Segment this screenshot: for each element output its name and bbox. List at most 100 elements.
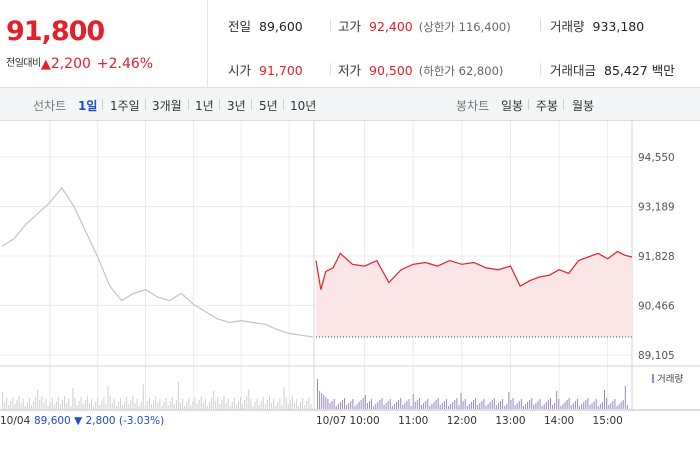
period-1d-button[interactable]: 1일	[78, 99, 98, 113]
volume-bar	[59, 404, 61, 409]
candle-weekly-button[interactable]: 주봉	[536, 99, 559, 113]
volume-bar	[204, 399, 206, 409]
volume-bar	[506, 404, 508, 409]
stat-label: 저가	[338, 63, 362, 78]
volume-bar	[529, 400, 531, 409]
volume-bar	[51, 398, 53, 409]
candle-monthly-button[interactable]: 월봉	[572, 99, 595, 113]
volume-bar	[260, 401, 262, 409]
volume-bar	[10, 401, 12, 409]
volume-bar	[510, 400, 512, 409]
volume-bar	[439, 405, 441, 409]
stat-label: 거래량	[550, 19, 585, 34]
volume-bar	[235, 405, 237, 409]
volume-bar	[242, 404, 244, 409]
volume-bar	[502, 399, 504, 409]
stat-low: 저가 90,500 (하한가 62,800)	[338, 60, 503, 79]
volume-bar	[545, 402, 547, 409]
volume-bar	[30, 405, 32, 409]
divider	[528, 99, 529, 110]
volume-bar	[470, 402, 472, 409]
candle-chart-label: 봉차트	[456, 99, 490, 113]
prev-date-label: 10/04	[0, 415, 31, 427]
stat-value: 91,700	[259, 63, 303, 78]
y-tick-label: 89,105	[638, 350, 675, 362]
volume-bar	[606, 398, 608, 409]
volume-bar	[82, 404, 84, 409]
volume-bar	[273, 399, 275, 409]
volume-bar	[161, 406, 163, 409]
price-chart-svg: 94,550 93,189 91,828 90,466 89,105 거래량 10/04 89…	[0, 121, 700, 427]
volume-bar	[173, 404, 175, 409]
volume-legend-swatch	[652, 374, 654, 383]
volume-bar	[356, 404, 358, 409]
x-tick-label: 12:00	[447, 415, 477, 427]
candle-daily-button[interactable]: 일봉	[501, 99, 524, 113]
stat-value: 92,400	[369, 19, 413, 34]
volume-bar	[549, 398, 551, 409]
period-5y-button[interactable]: 5년	[259, 99, 278, 113]
volume-bar	[614, 399, 616, 409]
volume-bar	[163, 402, 165, 409]
stat-amount: 거래대금 85,427 백만	[550, 60, 675, 79]
volume-bar	[398, 400, 400, 409]
volume-bar	[323, 395, 325, 409]
volume-bar	[608, 405, 610, 409]
volume-bar	[70, 406, 72, 409]
volume-bar	[182, 399, 184, 409]
volume-bar	[587, 398, 589, 409]
volume-bar	[196, 404, 198, 409]
volume-bar	[169, 401, 171, 409]
volume-bar	[107, 386, 109, 409]
volume-bar	[293, 403, 295, 409]
volume-bar	[552, 405, 554, 409]
volume-bar	[425, 401, 427, 409]
volume-bar	[543, 404, 545, 409]
divider	[540, 63, 541, 75]
volume-bar	[53, 405, 55, 409]
volume-bar	[285, 397, 287, 409]
volume-bar	[217, 397, 219, 409]
volume-bar	[371, 399, 373, 409]
volume-bar	[289, 400, 291, 409]
volume-bar	[391, 406, 393, 409]
volume-bar	[64, 396, 66, 409]
volume-bar	[421, 405, 422, 409]
volume-bar	[66, 403, 68, 409]
period-10y-button[interactable]: 10년	[290, 99, 317, 113]
current-price: 91,800	[6, 16, 105, 47]
period-3y-button[interactable]: 3년	[227, 99, 246, 113]
period-1y-button[interactable]: 1년	[195, 99, 214, 113]
volume-bar	[57, 397, 59, 409]
volume-bar	[443, 401, 445, 409]
today-date-label: 10/07	[316, 415, 346, 427]
volume-bar	[350, 401, 352, 409]
volume-bar	[74, 398, 76, 409]
divider	[563, 99, 564, 110]
volume-bar	[406, 401, 408, 409]
volume-bar	[364, 395, 366, 409]
volume-bar	[105, 404, 107, 409]
volume-bar	[101, 401, 103, 409]
volume-bar	[213, 391, 215, 409]
volume-bar	[325, 397, 327, 409]
volume-bar	[221, 400, 223, 409]
volume-bar	[410, 406, 412, 409]
volume-bar	[113, 399, 115, 409]
volume-bar	[412, 394, 414, 409]
price-chart[interactable]: 94,550 93,189 91,828 90,466 89,105 거래량 10/04 89…	[0, 121, 700, 450]
volume-bar	[211, 398, 213, 409]
change-label: 전일대비	[6, 58, 41, 69]
volume-bar	[485, 406, 487, 409]
volume-bar	[132, 396, 134, 409]
volume-bar	[93, 406, 95, 409]
period-1w-button[interactable]: 1주일	[110, 99, 140, 113]
volume-bar	[456, 398, 458, 409]
volume-bar	[497, 403, 499, 409]
volume-bar	[572, 403, 574, 409]
period-3m-button[interactable]: 3개월	[152, 99, 182, 113]
volume-bar	[35, 397, 37, 409]
volume-bar	[47, 406, 49, 409]
volume-bar	[626, 405, 628, 409]
volume-bar	[16, 400, 18, 409]
